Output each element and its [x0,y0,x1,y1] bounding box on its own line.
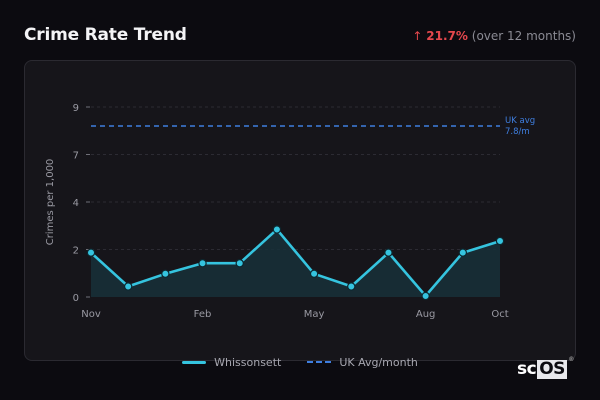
series-area [91,229,500,297]
data-point-marker [495,236,505,246]
legend-series-label: Whissonsett [214,355,282,369]
y-tick-label: 9 [73,103,79,114]
trend-period: (over 12 months) [471,29,576,43]
dashed-line-swatch-icon [307,361,332,363]
x-tick-label: Feb [194,309,212,320]
data-point-marker [86,248,96,257]
x-tick-label: Aug [416,309,436,320]
series-line [90,228,501,298]
y-axis-label: Crimes per 1,000 [45,159,56,246]
trend-summary: ↑ 21.7% (over 12 months) [412,29,576,43]
logo-sc: sc [517,359,537,379]
page-title: Crime Rate Trend [24,25,187,45]
trend-percentage: 21.7% [426,29,468,43]
chart-legend: Whissonsett UK Avg/month [0,354,600,370]
data-point-marker [347,282,356,291]
registered-mark: ® [568,356,574,363]
legend-item-series[interactable]: Whissonsett [182,356,281,369]
legend-benchmark-label: UK Avg/month [339,355,418,369]
legend-item-benchmark[interactable]: UK Avg/month [307,356,418,369]
data-point-marker [198,259,207,268]
y-tick-label: 4 [73,198,79,209]
data-point-marker [458,248,468,257]
x-tick-label: May [304,309,325,320]
data-point-marker [235,259,244,268]
data-point-marker [384,248,393,257]
x-tick-label: Oct [491,309,508,320]
data-point-marker [123,282,133,291]
benchmark-value-label: 7.8/m [505,127,530,137]
solid-line-swatch-icon [182,360,207,364]
chart-card [24,60,576,361]
data-point-marker [309,269,319,278]
y-tick-label: 0 [73,293,79,304]
data-point-marker [272,225,282,234]
y-tick-label: 2 [73,246,79,257]
data-point-marker [161,269,170,278]
x-tick-label: Nov [81,309,101,320]
data-point-marker [421,291,430,301]
benchmark-label: UK avg [505,116,535,126]
scos-logo: sc OS ® [517,356,574,379]
trend-up-arrow-icon: ↑ [412,29,423,43]
y-tick-label: 7 [73,151,79,162]
logo-os: OS [537,358,567,379]
